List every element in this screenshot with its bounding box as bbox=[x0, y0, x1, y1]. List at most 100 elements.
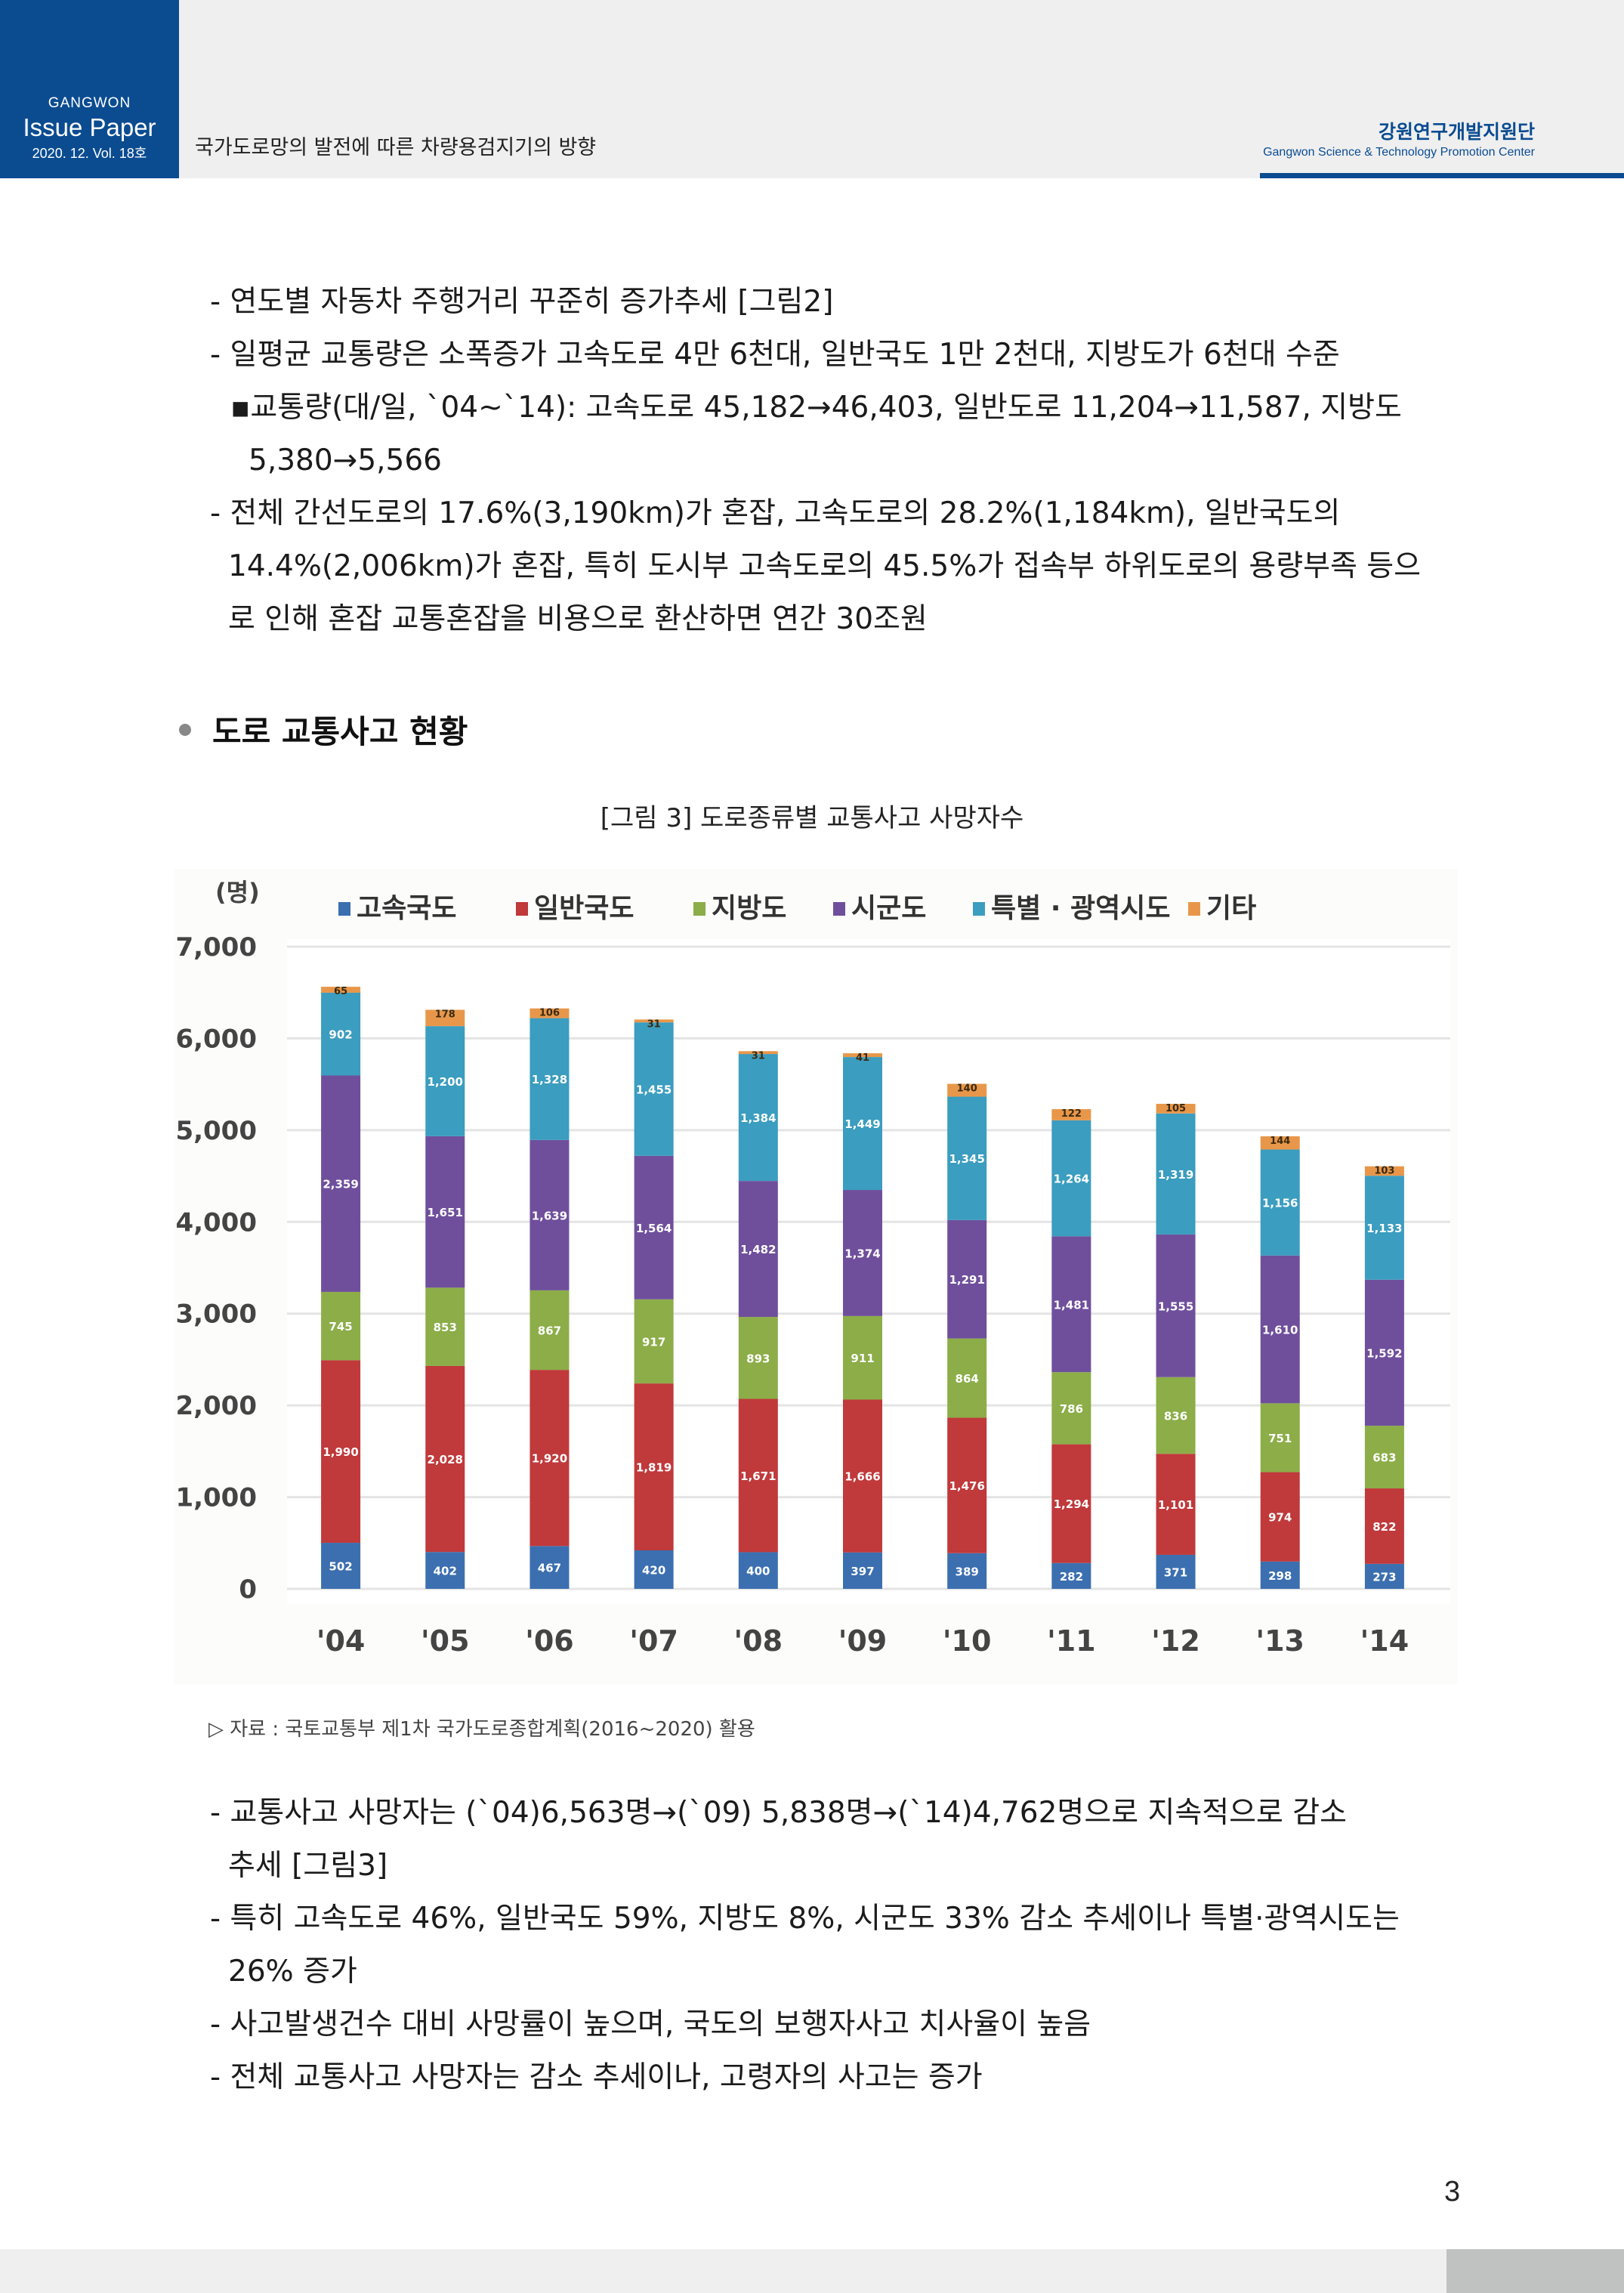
legend-swatch bbox=[973, 902, 985, 916]
bar-segment bbox=[321, 1291, 361, 1361]
bar-segment bbox=[634, 1299, 674, 1384]
paragraph-traffic-volume: - 일평균 교통량은 소폭증가 고속도로 4만 6천대, 일반국도 1만 2천대… bbox=[210, 329, 1340, 382]
y-tick-label: 1,000 bbox=[175, 1483, 257, 1513]
y-tick-label: 2,000 bbox=[175, 1391, 257, 1421]
paragraph-continuation: 14.4%(2,006km)가 혼잡, 특히 도시부 고속도로의 45.5%가 … bbox=[228, 549, 1422, 583]
bar-segment bbox=[843, 1053, 882, 1058]
paragraph-text: - 연도별 자동차 주행거리 꾸준히 증가추세 [그림2] bbox=[210, 285, 834, 319]
bar-segment bbox=[1051, 1236, 1091, 1373]
data-label: 144 bbox=[1270, 1136, 1290, 1147]
figure-caption: [그림 3] 도로종류별 교통사고 사망자수 bbox=[600, 803, 1024, 833]
data-label: 467 bbox=[538, 1562, 561, 1575]
bar-segment bbox=[425, 1026, 465, 1136]
figure-source: ▷ 자료 : 국토교통부 제1차 국가도로종합계획(2016~2020) 활용 bbox=[208, 1718, 755, 1741]
bar-segment bbox=[529, 1290, 570, 1371]
data-label: 273 bbox=[1372, 1570, 1396, 1584]
x-tick-label: '08 bbox=[734, 1624, 783, 1658]
bar-segment bbox=[843, 1190, 882, 1316]
data-label: 1,101 bbox=[1158, 1498, 1193, 1512]
data-label: 402 bbox=[434, 1565, 457, 1578]
data-label: 389 bbox=[956, 1565, 979, 1578]
data-label: 1,264 bbox=[1054, 1173, 1089, 1186]
bar-segment bbox=[738, 1054, 778, 1182]
x-tick-label: '10 bbox=[943, 1624, 992, 1658]
bar-segment bbox=[634, 1155, 674, 1299]
data-label: 974 bbox=[1268, 1511, 1292, 1525]
data-label: 31 bbox=[647, 1018, 661, 1030]
x-tick-label: '04 bbox=[316, 1624, 366, 1658]
bar-segment bbox=[1364, 1488, 1404, 1564]
header-accent-rule bbox=[1260, 173, 1624, 178]
bar-segment bbox=[947, 1083, 987, 1097]
footer-bar-accent bbox=[1446, 2249, 1624, 2293]
bar-segment bbox=[1260, 1403, 1300, 1473]
data-label: 751 bbox=[1268, 1432, 1292, 1445]
data-label: 1,592 bbox=[1366, 1346, 1402, 1360]
x-tick-label: '12 bbox=[1151, 1624, 1200, 1658]
bar-segment bbox=[1364, 1563, 1404, 1589]
x-tick-label: '06 bbox=[525, 1624, 574, 1658]
paragraph-text: - 사고발생건수 대비 사망률이 높으며, 국도의 보행자사고 치사율이 높음 bbox=[210, 2007, 1091, 2041]
brand-top-text: GANGWON bbox=[48, 95, 131, 111]
bar-segment bbox=[1260, 1255, 1300, 1404]
data-label: 502 bbox=[329, 1560, 352, 1574]
bar-segment bbox=[1051, 1444, 1091, 1563]
data-label: 106 bbox=[539, 1008, 560, 1019]
data-label: 867 bbox=[538, 1324, 561, 1338]
data-label: 1,328 bbox=[532, 1073, 567, 1086]
bar-segment bbox=[843, 1315, 882, 1400]
x-tick-label: '13 bbox=[1255, 1624, 1304, 1658]
legend-label: 기타 bbox=[1206, 893, 1256, 924]
bar-segment bbox=[1364, 1426, 1404, 1489]
bar-segment bbox=[738, 1051, 778, 1055]
bar-segment bbox=[321, 992, 361, 1076]
bar-segment bbox=[1156, 1113, 1196, 1235]
legend-label: 일반국도 bbox=[534, 893, 634, 924]
bar-segment bbox=[529, 1008, 570, 1018]
data-label: 103 bbox=[1374, 1166, 1394, 1177]
bar-segment bbox=[843, 1399, 882, 1553]
bar-segment bbox=[634, 1022, 674, 1156]
legend-swatch bbox=[516, 902, 528, 916]
bar-segment bbox=[738, 1552, 778, 1589]
legend-label: 지방도 bbox=[712, 893, 786, 924]
data-label: 902 bbox=[329, 1028, 352, 1042]
bar-segment bbox=[1260, 1472, 1300, 1562]
data-label: 822 bbox=[1372, 1520, 1396, 1534]
bar-segment bbox=[425, 1136, 465, 1288]
paragraph-elderly: - 전체 교통사고 사망자는 감소 추세이나, 고령자의 사고는 증가 bbox=[210, 2051, 983, 2104]
bar-segment bbox=[529, 1546, 570, 1589]
document-title: 국가도로망의 발전에 따른 차량용검지기의 방향 bbox=[195, 136, 597, 159]
bar-segment bbox=[634, 1383, 674, 1550]
bar-segment bbox=[1260, 1561, 1300, 1589]
paragraph-text: - 교통사고 사망자는 (`04)6,563명→(`09) 5,838명→(`1… bbox=[210, 1796, 1348, 1830]
data-label: 1,319 bbox=[1158, 1168, 1193, 1182]
legend-swatch bbox=[338, 902, 350, 916]
bar-segment bbox=[1260, 1136, 1300, 1150]
chart-canvas: 0 1,000 2,000 3,000 4,000 5,000 6,000 7,000 (명) 고… bbox=[175, 878, 1450, 1658]
data-label: 1,671 bbox=[740, 1469, 776, 1483]
y-axis-label: (명) bbox=[215, 878, 260, 907]
paragraph-text: - 전체 간선도로의 17.6%(3,190km)가 혼잡, 고속도로의 28.… bbox=[210, 496, 1341, 530]
data-label: 1,133 bbox=[1366, 1222, 1402, 1235]
bar-segment bbox=[947, 1219, 987, 1339]
y-tick-label: 7,000 bbox=[175, 932, 257, 963]
bar-segment bbox=[425, 1287, 465, 1366]
data-label: 745 bbox=[329, 1320, 352, 1333]
bar-segment bbox=[425, 1365, 465, 1553]
bar-segment bbox=[947, 1417, 987, 1553]
data-label: 1,294 bbox=[1054, 1497, 1089, 1511]
bar-segment bbox=[1260, 1149, 1300, 1256]
organization-name-english: Gangwon Science & Technology Promotion C… bbox=[1263, 146, 1535, 159]
legend-label: 고속국도 bbox=[357, 893, 456, 924]
paragraph-continuation: 26% 증가 bbox=[228, 1955, 357, 1989]
bar-segment bbox=[321, 1075, 361, 1292]
data-label: 400 bbox=[746, 1565, 770, 1578]
data-label: 917 bbox=[642, 1335, 665, 1349]
bar-segment bbox=[425, 1009, 465, 1027]
data-label: 1,920 bbox=[532, 1452, 567, 1466]
bar-segment bbox=[1156, 1104, 1196, 1114]
legend-label: 특별 · 광역시도 bbox=[991, 893, 1170, 924]
paragraph-traffic-detail: ▪교통량(대/일, `04~`14): 고속도로 45,182→46,403, … bbox=[230, 382, 1402, 487]
bar-segment bbox=[1051, 1372, 1091, 1445]
